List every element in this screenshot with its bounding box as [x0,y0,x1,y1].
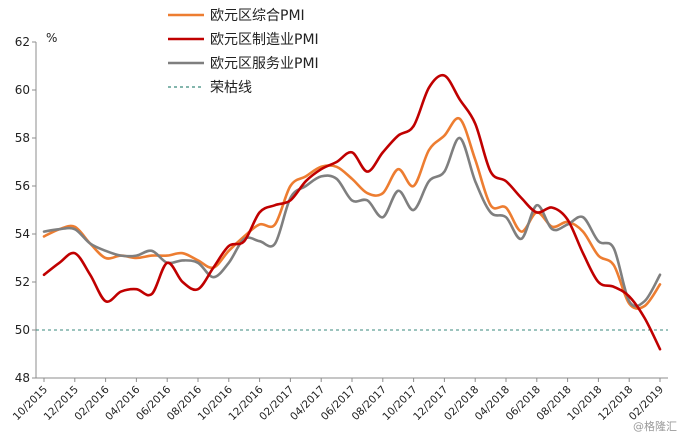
axes: 485052545658606210/201512/201502/201604/… [11,35,668,423]
legend-label-3: 欧元区服务业PMI [210,56,319,72]
series-line-1 [42,116,662,310]
series-line-3 [42,136,662,308]
y-tick-label: 54 [15,227,30,241]
y-tick-label: 60 [15,83,30,97]
y-tick-label: 56 [15,179,30,193]
legend-label-reference: 荣枯线 [210,80,252,96]
y-tick-label: 52 [15,275,30,289]
series-lines [42,73,662,351]
watermark: @格隆汇 [633,419,677,433]
series-line-2 [42,73,662,351]
legend: 欧元区综合PMI 欧元区制造业PMI 欧元区服务业PMI 荣枯线 [168,8,319,96]
y-tick-label: 48 [15,371,30,385]
legend-label-2: 欧元区制造业PMI [210,32,319,48]
legend-label-1: 欧元区综合PMI [210,8,305,24]
y-unit-label: % [46,31,57,45]
y-tick-label: 58 [15,131,30,145]
y-tick-label: 50 [15,323,30,337]
y-tick-label: 62 [15,35,30,49]
